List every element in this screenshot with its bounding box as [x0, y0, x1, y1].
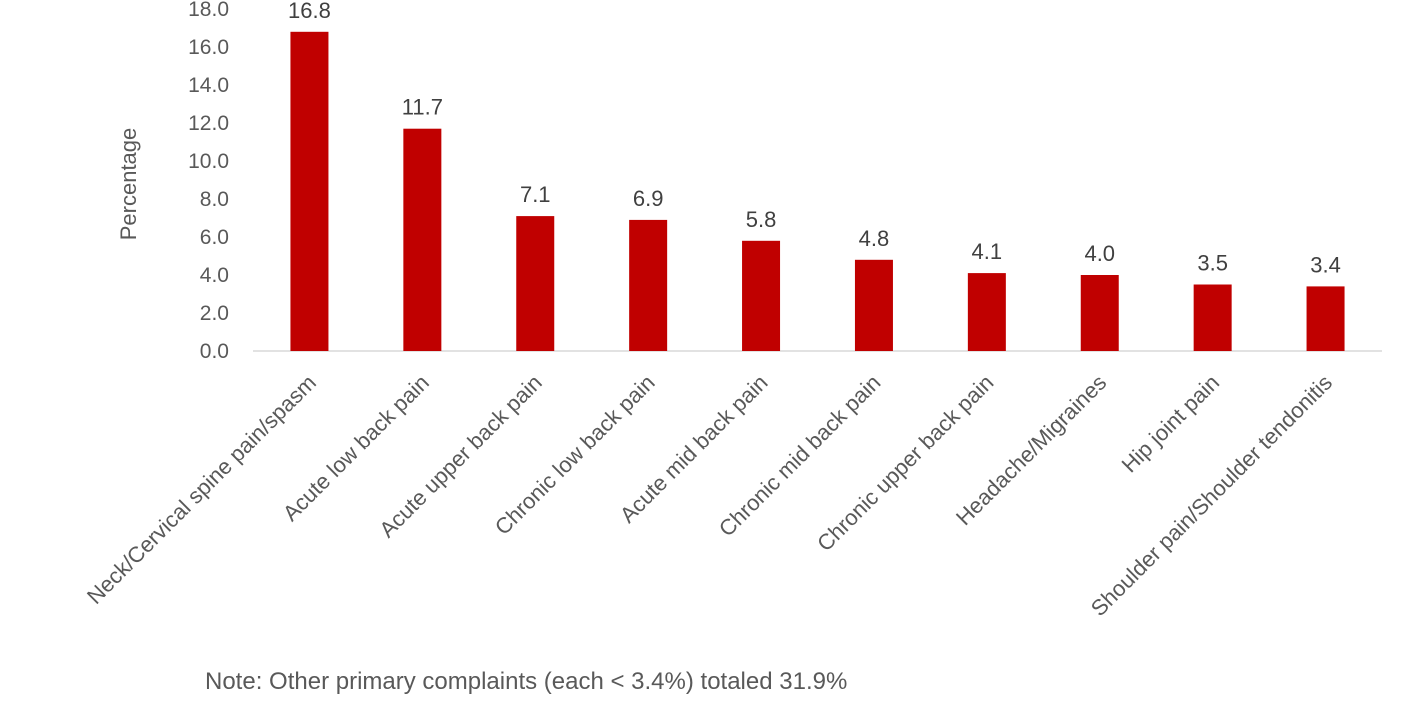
- data-label: 6.9: [633, 186, 664, 211]
- bar: [403, 128, 442, 351]
- y-tick-label: 12.0: [188, 112, 229, 135]
- bar: [516, 216, 555, 351]
- bar: [967, 273, 1006, 351]
- data-label: 3.4: [1310, 252, 1341, 277]
- y-tick-label: 2.0: [200, 302, 229, 325]
- y-tick-label: 6.0: [200, 226, 229, 249]
- y-axis-title-group: Percentage: [116, 128, 141, 241]
- y-tick-label: 10.0: [188, 150, 229, 173]
- y-tick-label: 14.0: [188, 74, 229, 97]
- category-label: Neck/Cervical spine pain/spasm: [82, 370, 321, 609]
- bar: [742, 240, 781, 351]
- y-tick-label: 4.0: [200, 264, 229, 287]
- bar: [629, 219, 668, 351]
- y-tick-label: 0.0: [200, 340, 229, 363]
- bar: [1193, 284, 1232, 351]
- y-tick-label: 18.0: [188, 0, 229, 21]
- y-axis-title: Percentage: [116, 128, 141, 241]
- category-label: Shoulder pain/Shoulder tendonitis: [1086, 370, 1337, 621]
- data-label: 4.8: [859, 226, 890, 251]
- bars: [290, 31, 1345, 352]
- bar: [290, 31, 329, 352]
- data-label: 5.8: [746, 207, 777, 232]
- data-label: 16.8: [288, 0, 331, 23]
- data-label: 3.5: [1197, 251, 1228, 276]
- data-label: 4.1: [972, 239, 1003, 264]
- data-labels: 16.8 11.7 7.1 6.9 5.8 4.8 4.1 4.0 3.5 3.4: [288, 0, 1341, 277]
- bar: [1080, 275, 1119, 351]
- data-label: 7.1: [520, 182, 551, 207]
- y-tick-label: 16.0: [188, 36, 229, 59]
- bar: [1306, 286, 1345, 351]
- chart-note: Note: Other primary complaints (each < 3…: [205, 668, 848, 695]
- category-label: Hip joint pain: [1117, 370, 1225, 478]
- data-label: 4.0: [1084, 241, 1115, 266]
- y-axis-ticks: 0.0 2.0 4.0 6.0 8.0 10.0 12.0 14.0 16.0 18.0: [188, 0, 229, 363]
- data-label: 11.7: [402, 95, 443, 120]
- bar: [854, 259, 893, 351]
- y-tick-label: 8.0: [200, 188, 229, 211]
